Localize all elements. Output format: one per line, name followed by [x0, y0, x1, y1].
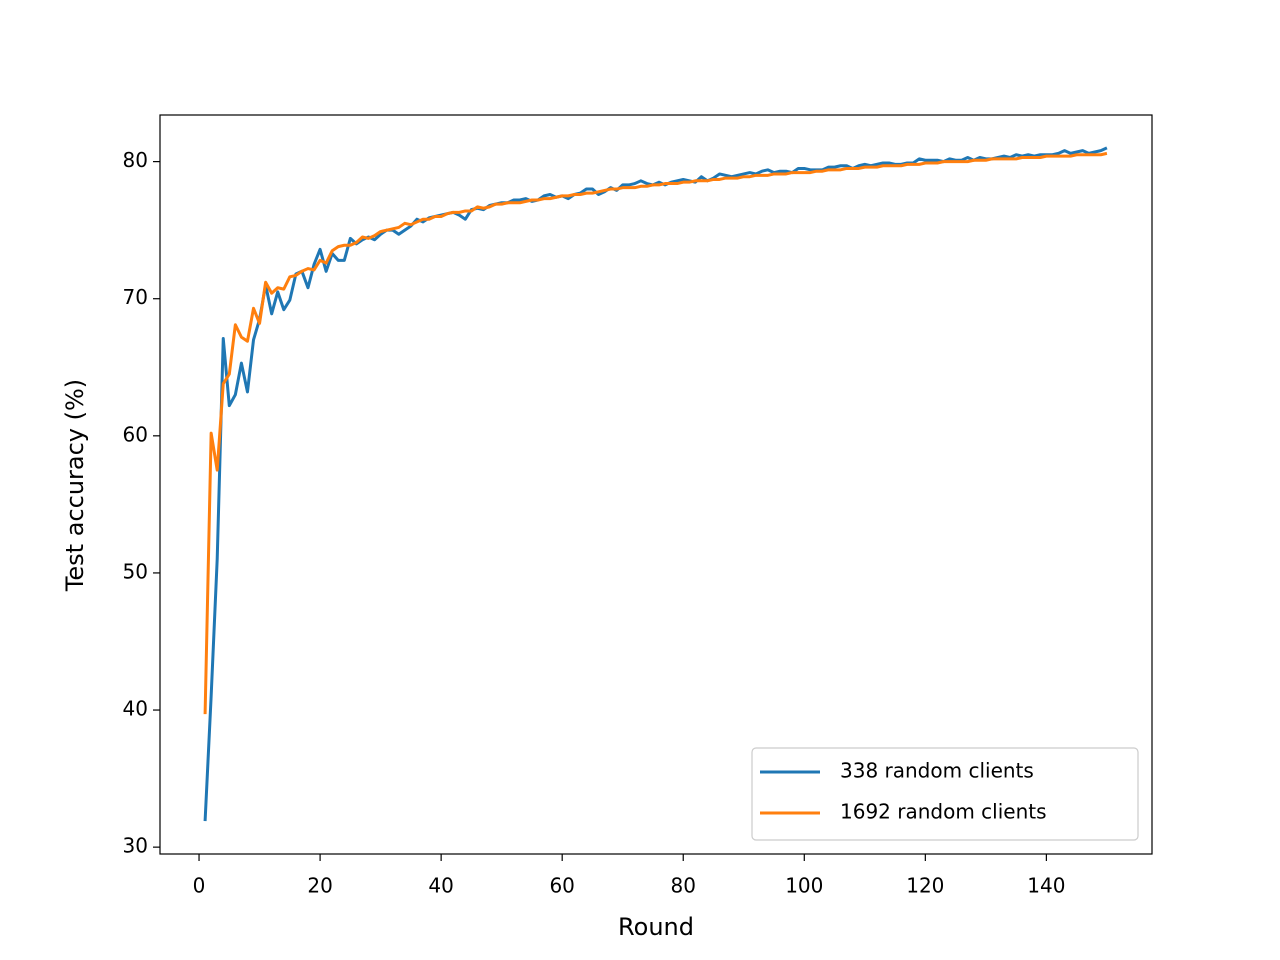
x-tick-label: 100	[785, 874, 823, 898]
y-tick-label: 50	[123, 559, 148, 583]
series-line	[203, 151, 1108, 715]
legend-label: 338 random clients	[840, 759, 1034, 783]
plot-frame	[159, 114, 1153, 855]
x-tick-label: 120	[906, 874, 944, 898]
x-axis-label: Round	[618, 913, 694, 941]
legend-frame	[751, 747, 1139, 841]
x-tick-label: 80	[671, 874, 696, 898]
x-tick-label: 20	[307, 874, 332, 898]
y-tick-label: 60	[123, 422, 148, 446]
y-tick-label: 40	[123, 697, 148, 721]
y-axis-label: Test accuracy (%)	[61, 379, 89, 592]
legend-label: 1692 random clients	[840, 800, 1047, 824]
y-tick-label: 70	[123, 285, 148, 309]
x-tick-label: 140	[1027, 874, 1065, 898]
y-tick-label: 30	[123, 834, 148, 858]
y-tick-label: 80	[123, 148, 148, 172]
x-tick-label: 60	[549, 874, 574, 898]
x-tick-label: 40	[428, 874, 453, 898]
series-line	[203, 146, 1108, 822]
x-tick-label: 0	[193, 874, 206, 898]
